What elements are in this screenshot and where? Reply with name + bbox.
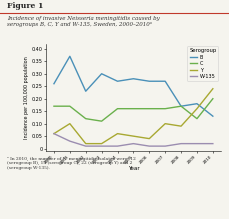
X-axis label: Year: Year: [127, 166, 139, 171]
Text: Incidence of invasive Neisseria meningitidis caused by
serogroups B, C, Y and W-: Incidence of invasive Neisseria meningit…: [7, 16, 159, 26]
Legend: B, C, Y, W-135: B, C, Y, W-135: [186, 46, 217, 81]
Text: ᵃ In 2010, the number of N. meningitidis isolates were: 12
(serogroup B), 19 (se: ᵃ In 2010, the number of N. meningitidis…: [7, 157, 135, 170]
Y-axis label: Incidence per 100,000 population: Incidence per 100,000 population: [24, 56, 29, 139]
Text: Figure 1: Figure 1: [7, 2, 43, 10]
